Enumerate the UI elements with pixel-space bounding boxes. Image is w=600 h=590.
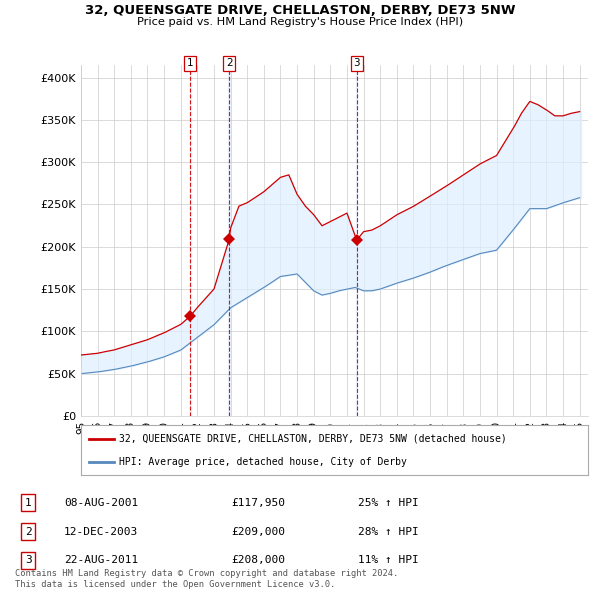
Text: Contains HM Land Registry data © Crown copyright and database right 2024.
This d: Contains HM Land Registry data © Crown c… [15,569,398,589]
Text: 3: 3 [353,58,360,68]
Text: 1: 1 [187,58,194,68]
Text: £117,950: £117,950 [231,498,285,508]
Text: 2: 2 [226,58,233,68]
Text: 12-DEC-2003: 12-DEC-2003 [64,527,138,536]
Text: 08-AUG-2001: 08-AUG-2001 [64,498,138,508]
Bar [190,65,191,416]
Text: 3: 3 [25,555,32,565]
Text: 32, QUEENSGATE DRIVE, CHELLASTON, DERBY, DE73 5NW (detached house): 32, QUEENSGATE DRIVE, CHELLASTON, DERBY,… [119,434,507,444]
Text: 28% ↑ HPI: 28% ↑ HPI [358,527,418,536]
Text: Price paid vs. HM Land Registry's House Price Index (HPI): Price paid vs. HM Land Registry's House … [137,17,463,27]
Text: 2: 2 [25,527,32,536]
Text: 25% ↑ HPI: 25% ↑ HPI [358,498,418,508]
Text: 22-AUG-2011: 22-AUG-2011 [64,555,138,565]
Bar [356,65,358,416]
Bar [229,65,230,416]
Text: 1: 1 [25,498,32,508]
Text: 11% ↑ HPI: 11% ↑ HPI [358,555,418,565]
Text: HPI: Average price, detached house, City of Derby: HPI: Average price, detached house, City… [119,457,407,467]
Text: £209,000: £209,000 [231,527,285,536]
Text: £208,000: £208,000 [231,555,285,565]
Text: 32, QUEENSGATE DRIVE, CHELLASTON, DERBY, DE73 5NW: 32, QUEENSGATE DRIVE, CHELLASTON, DERBY,… [85,4,515,17]
